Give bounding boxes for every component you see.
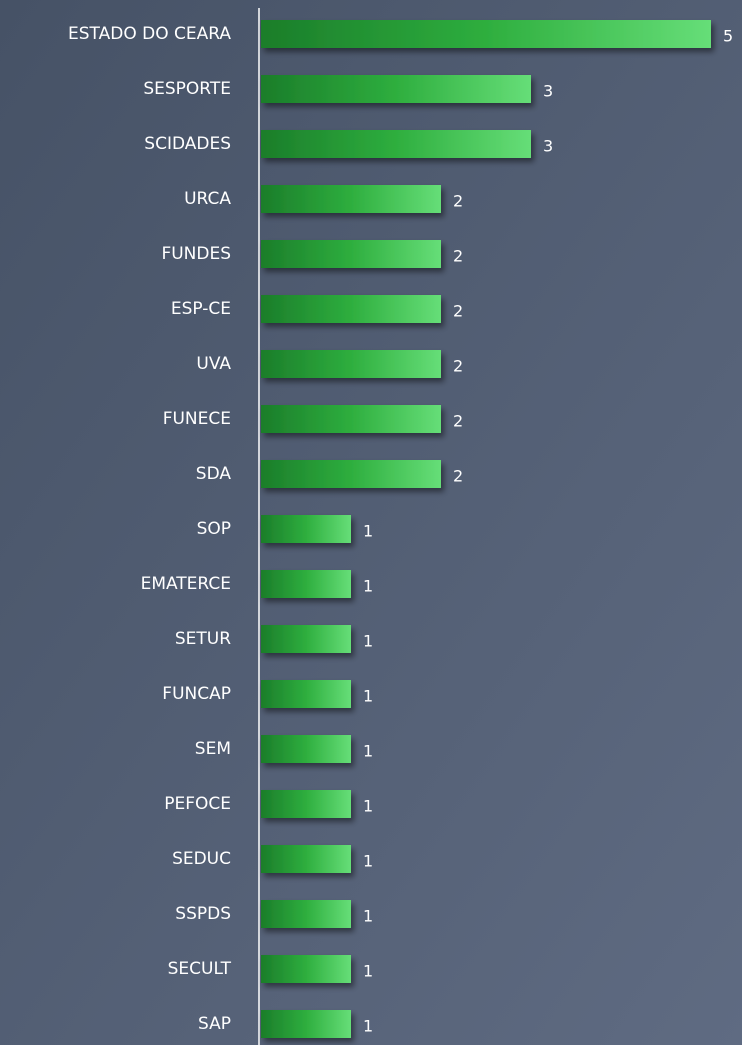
- category-label: SECULT: [168, 959, 232, 979]
- bar: [261, 130, 531, 158]
- bar: [261, 735, 351, 763]
- value-label: 2: [453, 357, 463, 376]
- category-label: SEDUC: [172, 849, 231, 869]
- bar: [261, 1010, 351, 1038]
- category-label: FUNDES: [161, 244, 231, 264]
- bar: [261, 405, 441, 433]
- bar: [261, 75, 531, 103]
- category-label: SDA: [196, 464, 232, 484]
- category-label: URCA: [184, 189, 231, 209]
- value-label: 1: [363, 522, 373, 541]
- category-label: FUNCAP: [162, 684, 231, 704]
- category-label: SETUR: [175, 629, 231, 649]
- category-label: ESP-CE: [171, 299, 231, 319]
- value-label: 1: [363, 797, 373, 816]
- value-label: 1: [363, 742, 373, 761]
- category-label: PEFOCE: [164, 794, 231, 814]
- value-label: 1: [363, 852, 373, 871]
- bar: [261, 20, 711, 48]
- bar: [261, 900, 351, 928]
- value-label: 1: [363, 907, 373, 926]
- bar: [261, 515, 351, 543]
- value-label: 2: [453, 192, 463, 211]
- category-label: SAP: [198, 1014, 231, 1034]
- bar: [261, 350, 441, 378]
- value-label: 5: [723, 27, 733, 46]
- value-label: 2: [453, 302, 463, 321]
- category-label: SEM: [195, 739, 231, 759]
- value-label: 2: [453, 467, 463, 486]
- bar: [261, 680, 351, 708]
- value-label: 3: [543, 82, 553, 101]
- category-label: SESPORTE: [143, 79, 231, 99]
- value-label: 1: [363, 632, 373, 651]
- category-label: SSPDS: [175, 904, 231, 924]
- value-label: 1: [363, 687, 373, 706]
- value-label: 1: [363, 1017, 373, 1036]
- bar: [261, 240, 441, 268]
- bar: [261, 185, 441, 213]
- category-label: UVA: [196, 354, 231, 374]
- category-label: EMATERCE: [141, 574, 231, 594]
- category-label: SOP: [197, 519, 231, 539]
- bar: [261, 295, 441, 323]
- bar: [261, 460, 441, 488]
- category-label: FUNECE: [163, 409, 231, 429]
- value-label: 1: [363, 962, 373, 981]
- category-label: SCIDADES: [144, 134, 231, 154]
- bar: [261, 955, 351, 983]
- value-label: 3: [543, 137, 553, 156]
- bar: [261, 845, 351, 873]
- bar: [261, 790, 351, 818]
- value-label: 1: [363, 577, 373, 596]
- bar: [261, 625, 351, 653]
- bar: [261, 570, 351, 598]
- category-label: ESTADO DO CEARA: [68, 24, 231, 44]
- value-label: 2: [453, 412, 463, 431]
- value-label: 2: [453, 247, 463, 266]
